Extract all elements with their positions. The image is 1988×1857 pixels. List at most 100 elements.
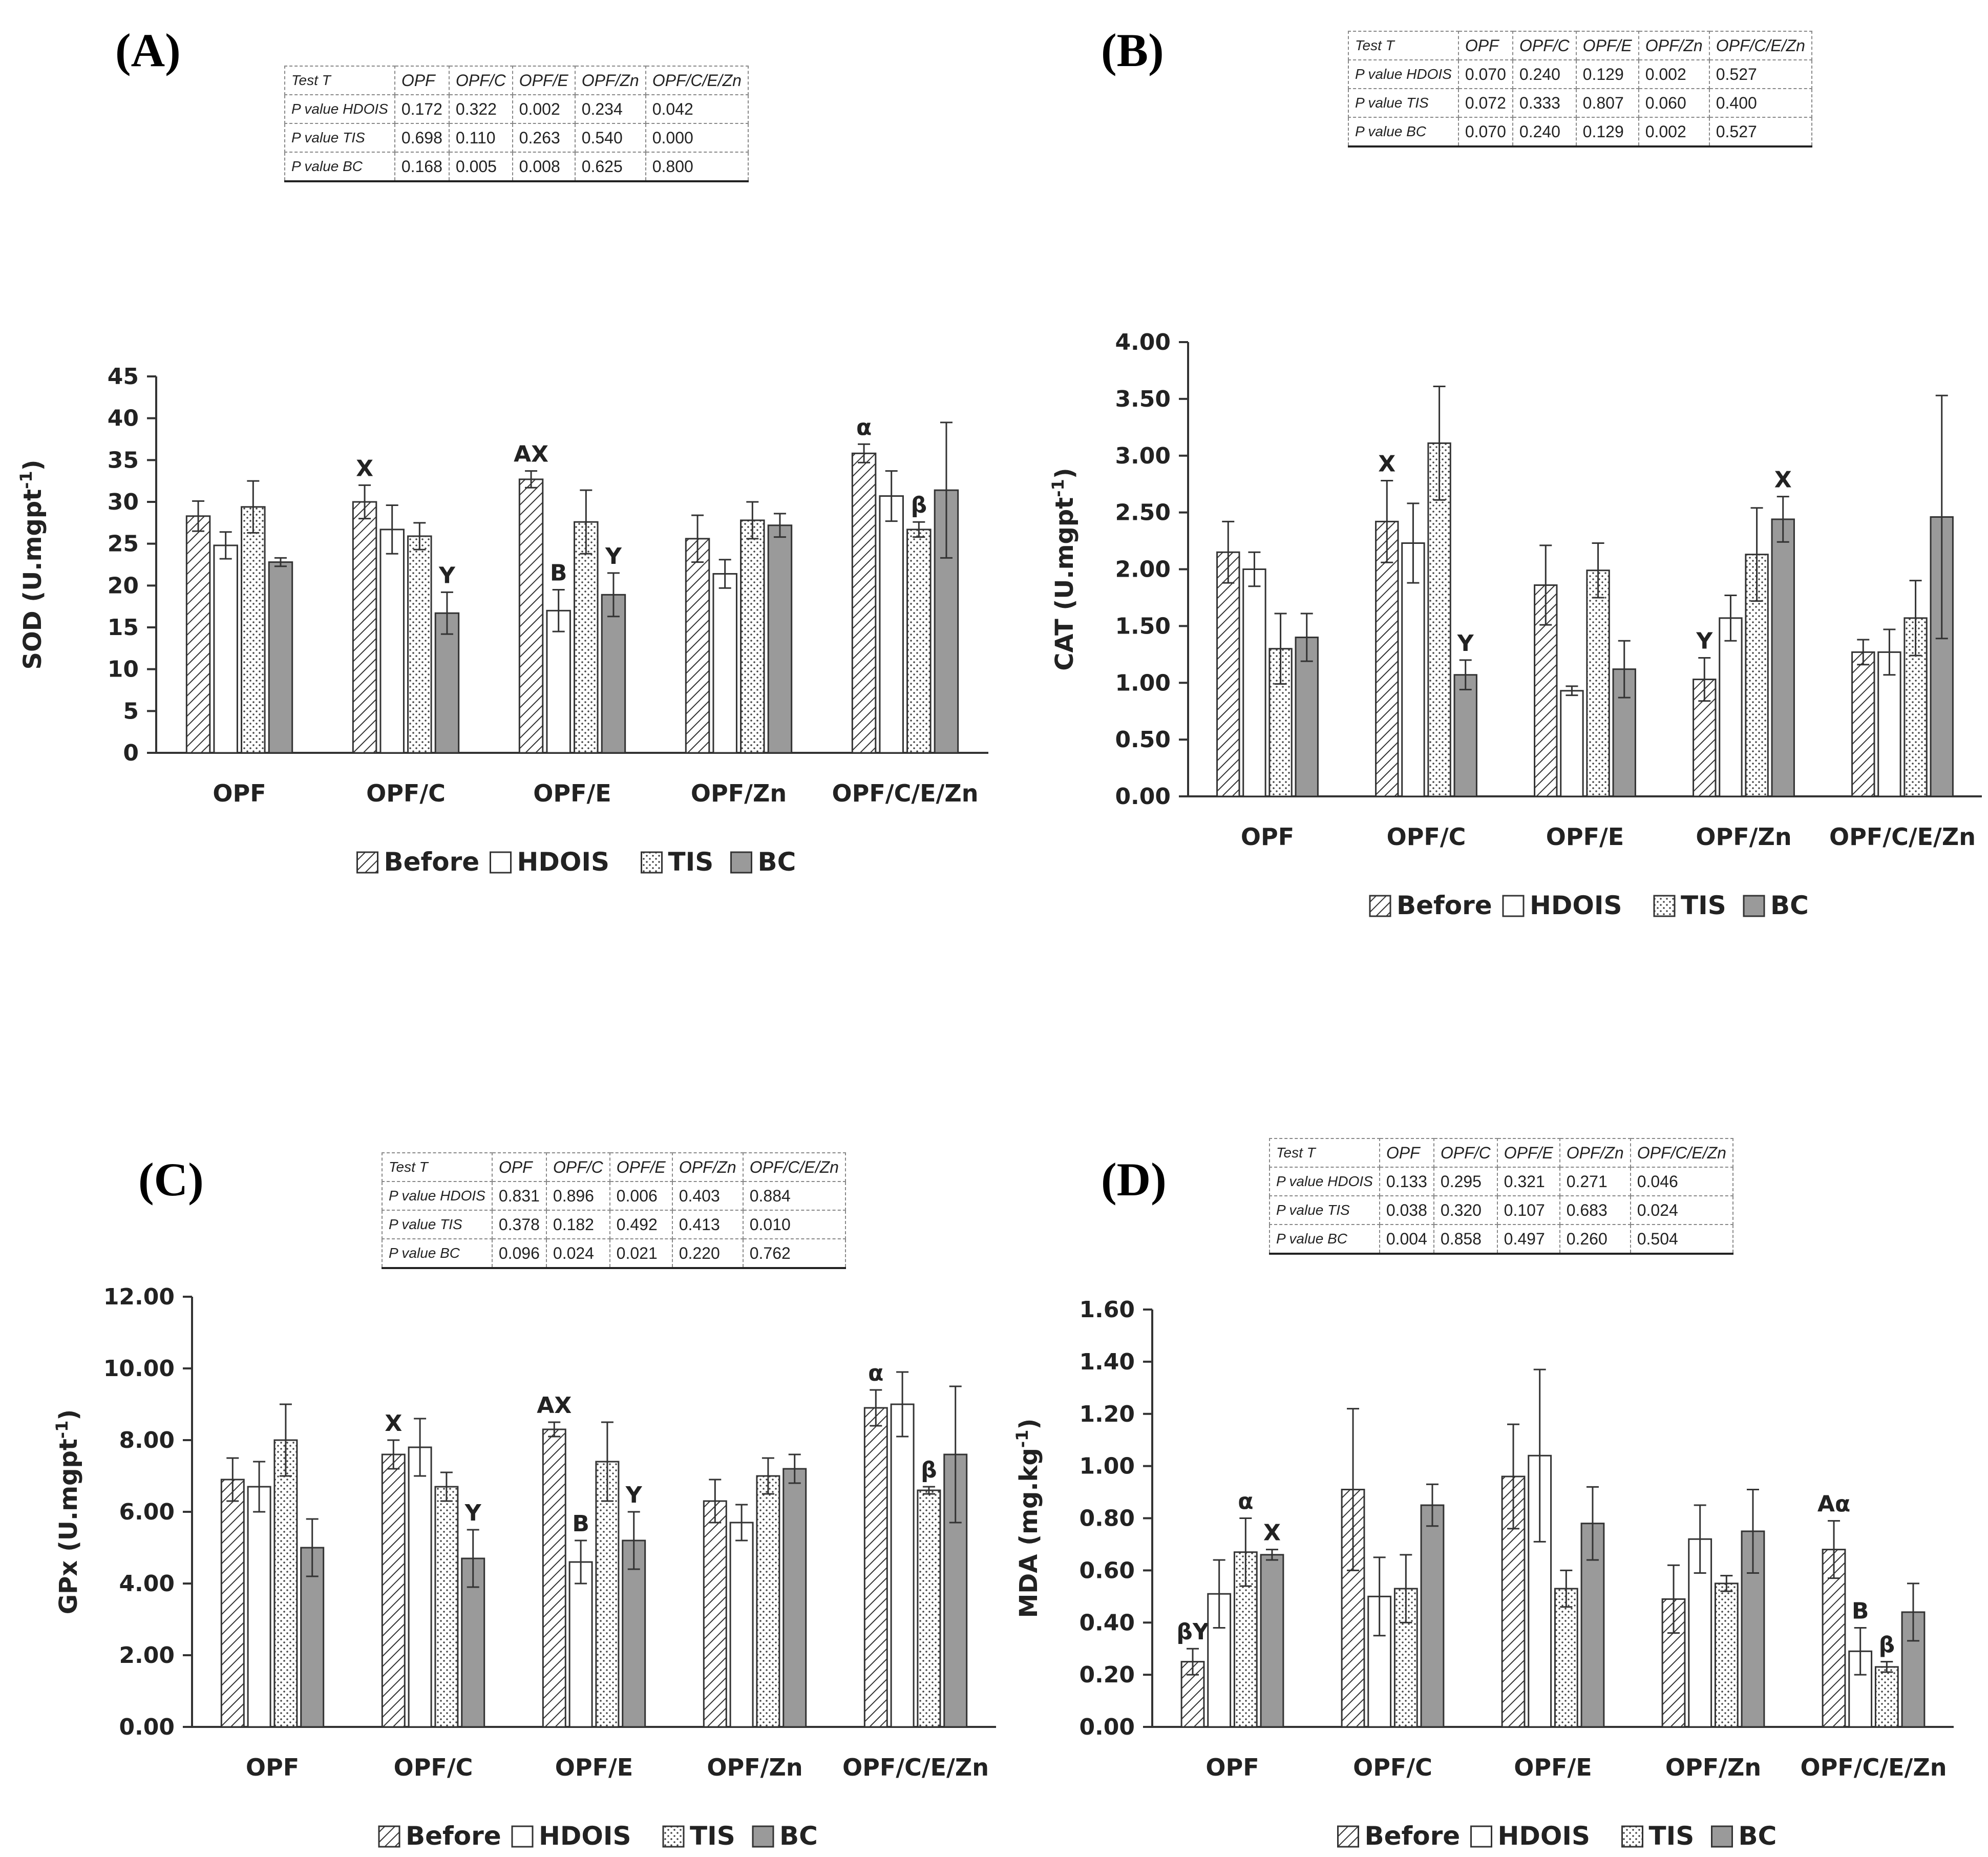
bar (756, 1475, 780, 1728)
legend-swatch (1621, 1825, 1643, 1848)
table-header-row: Test T OPF OPF/C OPF/E OPF/Zn OPF/C/E/Zn (382, 1152, 846, 1182)
table-cell: 0.006 (609, 1181, 673, 1211)
legend-swatch (752, 1825, 774, 1848)
table-cell: 0.168 (394, 152, 450, 182)
table-cell: 0.024 (1630, 1195, 1733, 1225)
table-cell: 0.403 (671, 1181, 744, 1211)
legend-label: Before (1365, 1821, 1461, 1851)
table-header-row: Test T OPF OPF/C OPF/E OPF/Zn OPF/C/E/Zn (1348, 31, 1812, 60)
table-cell: 0.504 (1630, 1224, 1733, 1255)
legend-label: BC (779, 1821, 818, 1851)
bar (1453, 674, 1477, 797)
y-tick-label: 4.00 (1115, 329, 1171, 355)
bar (595, 1461, 620, 1728)
legend-swatch (1743, 895, 1765, 917)
y-tick-label: 30 (108, 489, 139, 515)
table-cell: P value TIS (284, 123, 395, 153)
significance-label: Y (1457, 630, 1474, 657)
table-cell: P value TIS (382, 1210, 493, 1239)
x-tick-label: OPF (1206, 1754, 1259, 1781)
bar (408, 1446, 432, 1728)
bar (851, 452, 877, 754)
table-cell: 0.400 (1708, 88, 1812, 118)
bar (1719, 617, 1743, 797)
y-tick-label: 5 (123, 698, 139, 724)
y-tick-label: 2.00 (119, 1642, 175, 1669)
significance-label: B (572, 1511, 589, 1537)
table-cell: 0.378 (491, 1210, 547, 1239)
y-tick-label: 1.00 (1079, 1453, 1135, 1480)
significance-label: β (911, 492, 927, 518)
table-cell: OPF/C (545, 1152, 610, 1182)
table-cell: 0.413 (671, 1210, 744, 1239)
legend-label: BC (1770, 891, 1809, 920)
table-cell: Test T (1269, 1138, 1380, 1168)
table-cell: 0.004 (1379, 1224, 1434, 1255)
table-cell: 0.172 (394, 94, 450, 124)
panel-a-letter: (A) (115, 24, 181, 76)
table-cell: 0.096 (491, 1238, 547, 1269)
table-cell: 0.698 (394, 123, 450, 153)
table-cell: P value HDOIS (284, 94, 395, 124)
table-cell: OPF (1457, 31, 1513, 60)
table-cell: 0.527 (1708, 59, 1812, 89)
significance-label: Aα (1817, 1491, 1850, 1517)
bar (917, 1489, 941, 1728)
bar (352, 501, 377, 754)
y-tick-label: 0.50 (1115, 727, 1171, 753)
y-tick-label: 15 (108, 615, 139, 641)
x-tick-label: OPF/Zn (707, 1754, 802, 1781)
table-cell: 0.884 (742, 1181, 846, 1211)
table-cell: 0.024 (545, 1238, 610, 1269)
table-cell: 0.046 (1630, 1167, 1733, 1196)
bar (601, 594, 626, 754)
x-tick-label: OPF/E (555, 1754, 633, 1781)
legend-label: TIS (1649, 1821, 1695, 1851)
table-cell: P value BC (284, 152, 395, 182)
legend-swatch (641, 851, 663, 874)
y-tick-label: 1.60 (1079, 1297, 1135, 1323)
y-tick-label: 1.00 (1115, 670, 1171, 696)
table-row: P value HDOIS 0.172 0.322 0.002 0.234 0.042 (284, 94, 749, 124)
table-cell: OPF/E (609, 1152, 673, 1182)
significance-label: α (1238, 1489, 1253, 1515)
y-tick-label: 0.00 (119, 1714, 175, 1740)
bar (546, 609, 571, 754)
table-row: P value BC 0.168 0.005 0.008 0.625 0.800 (284, 152, 749, 182)
significance-label: Y (605, 543, 622, 569)
legend-label: BC (758, 847, 796, 877)
bar (1295, 637, 1319, 797)
table-cell: OPF/C/E/Zn (1630, 1138, 1733, 1168)
bar (379, 529, 405, 754)
significance-label: β (1879, 1632, 1895, 1658)
bar (220, 1479, 245, 1728)
bar (1714, 1582, 1739, 1728)
table-cell: OPF/E (1575, 31, 1639, 60)
table-cell: 0.070 (1457, 59, 1513, 89)
table-cell: 0.320 (1433, 1195, 1498, 1225)
x-tick-label: OPF/C (366, 779, 446, 807)
bar (568, 1561, 593, 1728)
legend-swatch (1653, 895, 1676, 917)
y-tick-label: 1.50 (1115, 613, 1171, 639)
table-cell: 0.858 (1433, 1224, 1498, 1255)
y-tick-label: 0.40 (1079, 1610, 1135, 1636)
table-cell: 0.038 (1379, 1195, 1434, 1225)
y-tick-label: 0.00 (1079, 1714, 1135, 1740)
x-tick-label: OPF/C/E/Zn (842, 1754, 989, 1781)
table-cell: 0.133 (1379, 1167, 1434, 1196)
x-tick-label: OPF/C (1387, 823, 1466, 851)
significance-label: X (1774, 467, 1792, 493)
table-cell: Test T (382, 1152, 493, 1182)
table-cell: 0.002 (512, 94, 576, 124)
table-cell: OPF/C (1433, 1138, 1498, 1168)
bar (542, 1428, 566, 1728)
table-cell: OPF/Zn (671, 1152, 744, 1182)
table-cell: 0.010 (742, 1210, 846, 1239)
y-tick-label: 3.50 (1115, 386, 1171, 412)
table-cell: 0.072 (1457, 88, 1513, 118)
table-cell: 0.295 (1433, 1167, 1498, 1196)
y-tick-label: 0.80 (1079, 1506, 1135, 1532)
